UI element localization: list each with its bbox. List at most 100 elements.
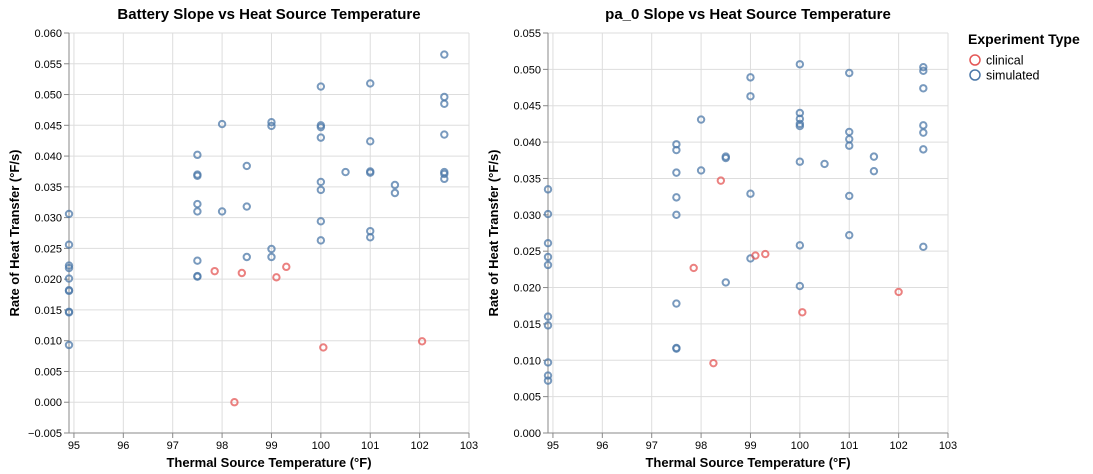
clinical-series: [689, 176, 903, 368]
simulated-point: [316, 133, 326, 142]
simulated-point: [919, 242, 928, 252]
simulated-point: [267, 121, 276, 131]
chart-title: Battery Slope vs Heat Source Temperature: [117, 6, 420, 23]
simulated-point: [869, 152, 879, 161]
clinical-point: [716, 176, 726, 185]
simulated-point: [845, 191, 854, 201]
simulated-point: [366, 137, 375, 146]
simulated-point: [64, 274, 74, 283]
simulated-point: [721, 278, 730, 287]
simulated-point: [390, 188, 400, 198]
x-tick-label: 99: [744, 440, 756, 452]
y-tick-label: 0.000: [513, 428, 541, 440]
simulated-point: [64, 209, 74, 219]
x-tick-label: 101: [840, 440, 858, 452]
simulated-point: [267, 252, 276, 262]
simulated-point: [316, 122, 326, 132]
x-tick-label: 96: [117, 440, 129, 452]
clinical-point: [709, 358, 718, 368]
simulated-point: [267, 118, 276, 127]
simulated-point: [746, 189, 755, 198]
y-axis-title: Rate of Heat Transfer (°F/s): [7, 149, 22, 316]
clinical-point: [417, 337, 427, 346]
battery-slope-chart: 95 96 97 98 99 100 101 102 103 −0.005 0.000 0.005 0.…: [7, 6, 478, 470]
legend-label-clinical: clinical: [986, 54, 1024, 68]
simulated-point: [64, 240, 74, 249]
simulated-point: [366, 233, 375, 242]
x-tick-label: 99: [265, 440, 277, 452]
simulated-point: [64, 340, 74, 350]
simulated-point: [193, 207, 202, 216]
simulated-point: [193, 272, 202, 281]
x-axis-title: Thermal Source Temperature (°F): [166, 455, 371, 470]
simulated-point: [696, 166, 706, 175]
simulated-point: [672, 145, 681, 155]
simulated-point: [746, 92, 755, 101]
x-tick-label: 96: [596, 440, 608, 452]
legend-title: Experiment Type: [968, 31, 1080, 47]
clinical-point: [282, 262, 291, 272]
clinical-point: [894, 287, 903, 297]
simulated-point: [440, 130, 449, 139]
simulated-point: [795, 157, 805, 166]
simulated-point: [217, 207, 227, 216]
simulated-point: [193, 150, 202, 160]
grid: [548, 32, 949, 434]
clinical-point: [761, 249, 770, 259]
simulated-point: [64, 308, 74, 317]
x-tick-label: 95: [547, 440, 559, 452]
x-tick-label: 95: [68, 440, 80, 452]
x-tick-label: 100: [791, 440, 809, 452]
simulated-point: [316, 82, 326, 91]
y-tick-label: 0.000: [34, 397, 62, 409]
simulated-point: [543, 260, 553, 270]
y-tick-label: 0.035: [513, 173, 541, 185]
simulated-point: [193, 199, 202, 209]
simulated-point: [721, 153, 730, 163]
pa0-slope-chart: 95 96 97 98 99 100 101 102 103 0.000 0.005 0.010 0.0…: [486, 6, 957, 470]
simulated-point: [543, 358, 553, 367]
clinical-point: [230, 398, 239, 407]
simulated-point: [543, 312, 553, 321]
y-tick-label: 0.010: [34, 336, 62, 348]
y-tick-label: 0.045: [34, 120, 62, 132]
y-tick-label: 0.035: [34, 182, 62, 194]
simulated-point: [795, 241, 805, 250]
simulated-point: [242, 202, 251, 211]
simulated-point: [64, 263, 74, 273]
clinical-series: [210, 262, 427, 407]
simulated-series: [64, 50, 449, 350]
simulated-point: [672, 168, 681, 177]
x-tick-label: 103: [939, 440, 957, 452]
simulated-point: [543, 252, 553, 262]
clinical-point: [751, 251, 760, 260]
simulated-point: [795, 60, 805, 69]
simulated-point: [440, 92, 449, 102]
simulated-point: [242, 161, 251, 171]
simulated-point: [390, 180, 400, 190]
x-tick-label: 103: [460, 440, 478, 452]
simulated-point: [919, 128, 928, 137]
legend-symbol-simulated: [969, 69, 981, 81]
x-tick-label: 97: [167, 440, 179, 452]
simulated-point: [440, 99, 449, 108]
simulated-point: [193, 171, 202, 180]
simulated-point: [193, 256, 202, 265]
y-tick-label: 0.030: [34, 213, 62, 225]
y-tick-label: 0.005: [513, 392, 541, 404]
simulated-point: [845, 230, 854, 240]
y-tick-label: 0.050: [34, 90, 62, 102]
y-tick-label: −0.005: [28, 428, 62, 440]
simulated-point: [64, 286, 74, 296]
y-tick-label: 0.045: [513, 101, 541, 113]
x-tick-label: 100: [312, 440, 330, 452]
y-tick-label: 0.055: [34, 59, 62, 71]
simulated-point: [845, 141, 854, 150]
simulated-point: [543, 209, 553, 219]
y-tick-label: 0.015: [513, 319, 541, 331]
y-tick-label: 0.050: [513, 64, 541, 76]
x-tick-label: 102: [410, 440, 428, 452]
simulated-point: [919, 145, 928, 154]
